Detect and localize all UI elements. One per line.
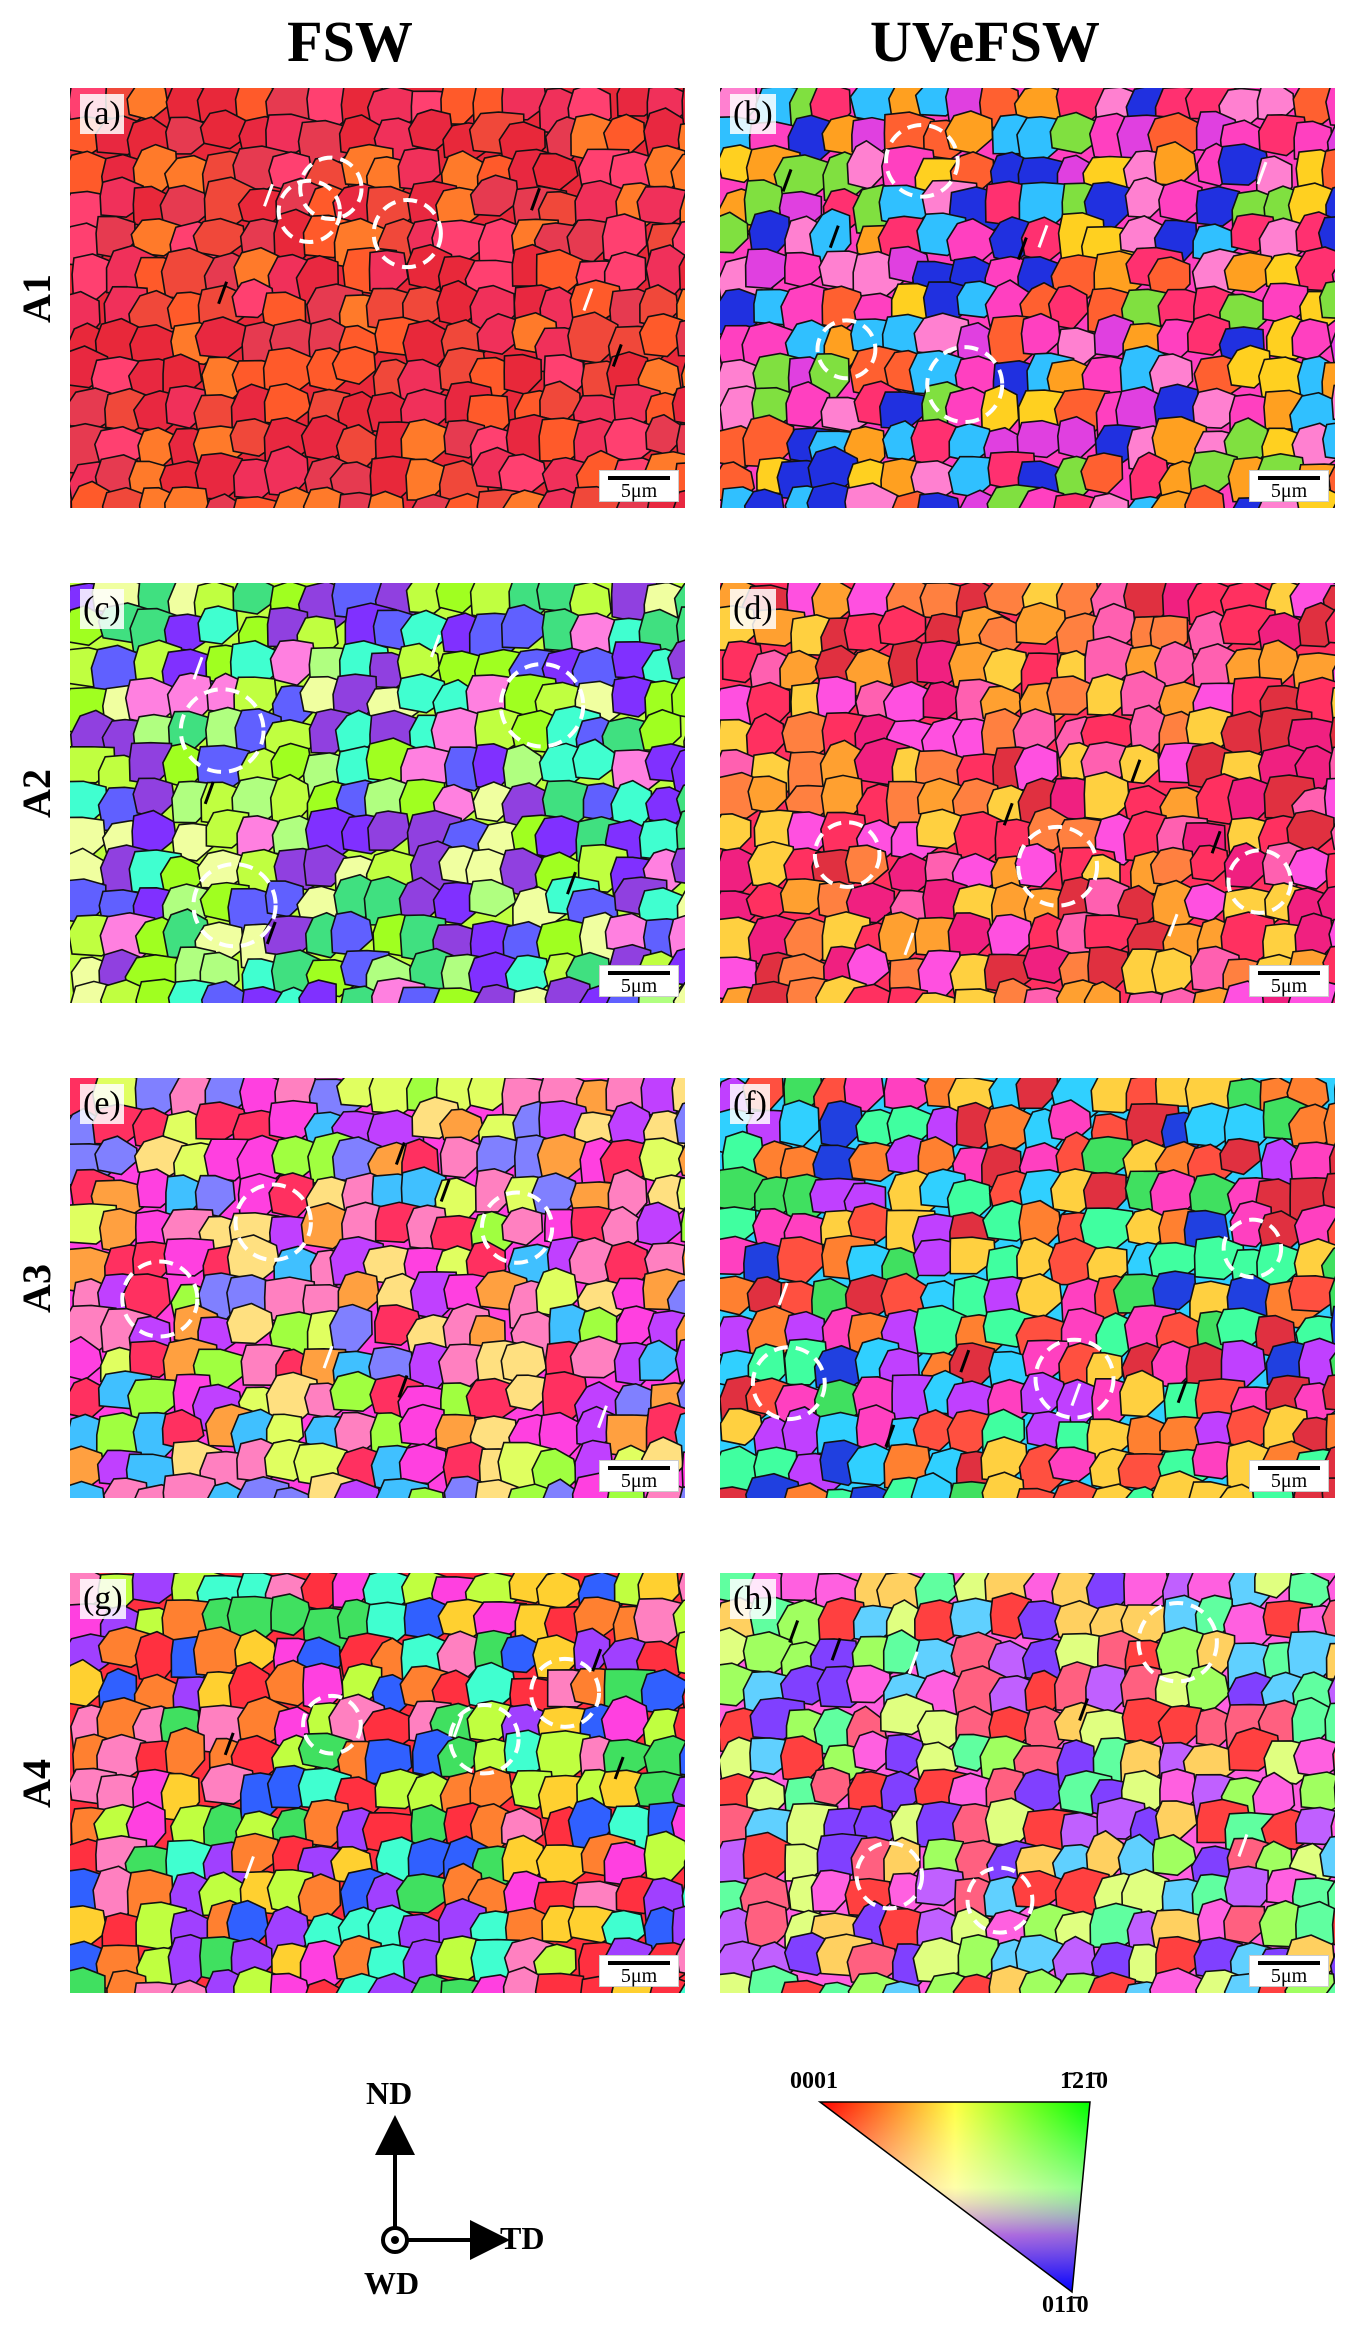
row-label-a1: A1: [13, 273, 59, 323]
scale-bar-c: 5μm: [599, 965, 679, 997]
ebsd-map-c: (c) 5μm: [70, 583, 685, 1003]
ipf-0001-label: 0001: [790, 2068, 838, 2094]
scale-bar-a: 5μm: [599, 470, 679, 502]
ebsd-map-a: (a) 5μm: [70, 88, 685, 508]
scale-bar-f: 5μm: [1249, 1460, 1329, 1492]
ipf-1210-label: 1̄21̄0: [1060, 2068, 1108, 2094]
ebsd-map-f: (f) 5μm: [720, 1078, 1335, 1498]
panel-label-h: (h): [730, 1579, 776, 1619]
ebsd-map-e: (e) 5μm: [70, 1078, 685, 1498]
scale-bar-h: 5μm: [1249, 1955, 1329, 1987]
grain-map-a: [70, 88, 685, 508]
axis-wd-label: WD: [364, 2265, 420, 2301]
column-header-uvefsw: UVeFSW: [870, 9, 1100, 74]
ebsd-map-d: (d) 5μm: [720, 583, 1335, 1003]
grain-map-f: [720, 1078, 1335, 1498]
panel-label-d: (d): [730, 589, 776, 629]
grain-map-g: [70, 1573, 685, 1993]
grain-map-b: [720, 88, 1335, 508]
grain-map-h: [720, 1573, 1335, 1993]
axes-arrows: [375, 2115, 510, 2260]
axis-nd-label: ND: [366, 2075, 413, 2111]
panel-label-c: (c): [80, 589, 124, 629]
panel-label-f: (f): [730, 1084, 770, 1124]
ebsd-map-b: (b) 5μm: [720, 88, 1335, 508]
panel-label-e: (e): [80, 1084, 124, 1124]
grain-map-d: [720, 583, 1335, 1003]
ipf-0110-label: 011̄0: [1042, 2292, 1089, 2318]
grain-map-e: [70, 1078, 685, 1498]
scale-bar-d: 5μm: [1249, 965, 1329, 997]
ipf-color-legend: 0001 1̄21̄0 011̄0: [750, 2060, 1190, 2320]
ebsd-map-g: (g) 5μm: [70, 1573, 685, 1993]
axis-td-label: TD: [500, 2220, 545, 2256]
row-label-a3: A3: [13, 1263, 59, 1313]
panel-label-a: (a): [80, 94, 124, 134]
row-label-a2: A2: [13, 768, 59, 818]
ebsd-map-h: (h) 5μm: [720, 1573, 1335, 1993]
scale-bar-e: 5μm: [599, 1460, 679, 1492]
panel-label-b: (b): [730, 94, 776, 134]
panel-label-g: (g): [80, 1579, 126, 1619]
grain-map-c: [70, 583, 685, 1003]
scale-bar-b: 5μm: [1249, 470, 1329, 502]
row-label-a4: A4: [13, 1758, 59, 1808]
ipf-triangle: [817, 2101, 1091, 2294]
column-header-fsw: FSW: [287, 9, 413, 74]
coordinate-axes: ND TD WD: [330, 2065, 570, 2315]
scale-bar-g: 5μm: [599, 1955, 679, 1987]
